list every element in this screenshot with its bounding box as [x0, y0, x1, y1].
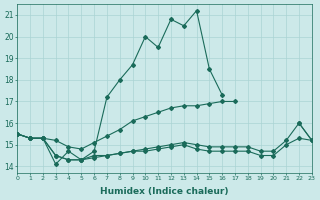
X-axis label: Humidex (Indice chaleur): Humidex (Indice chaleur) [100, 187, 229, 196]
